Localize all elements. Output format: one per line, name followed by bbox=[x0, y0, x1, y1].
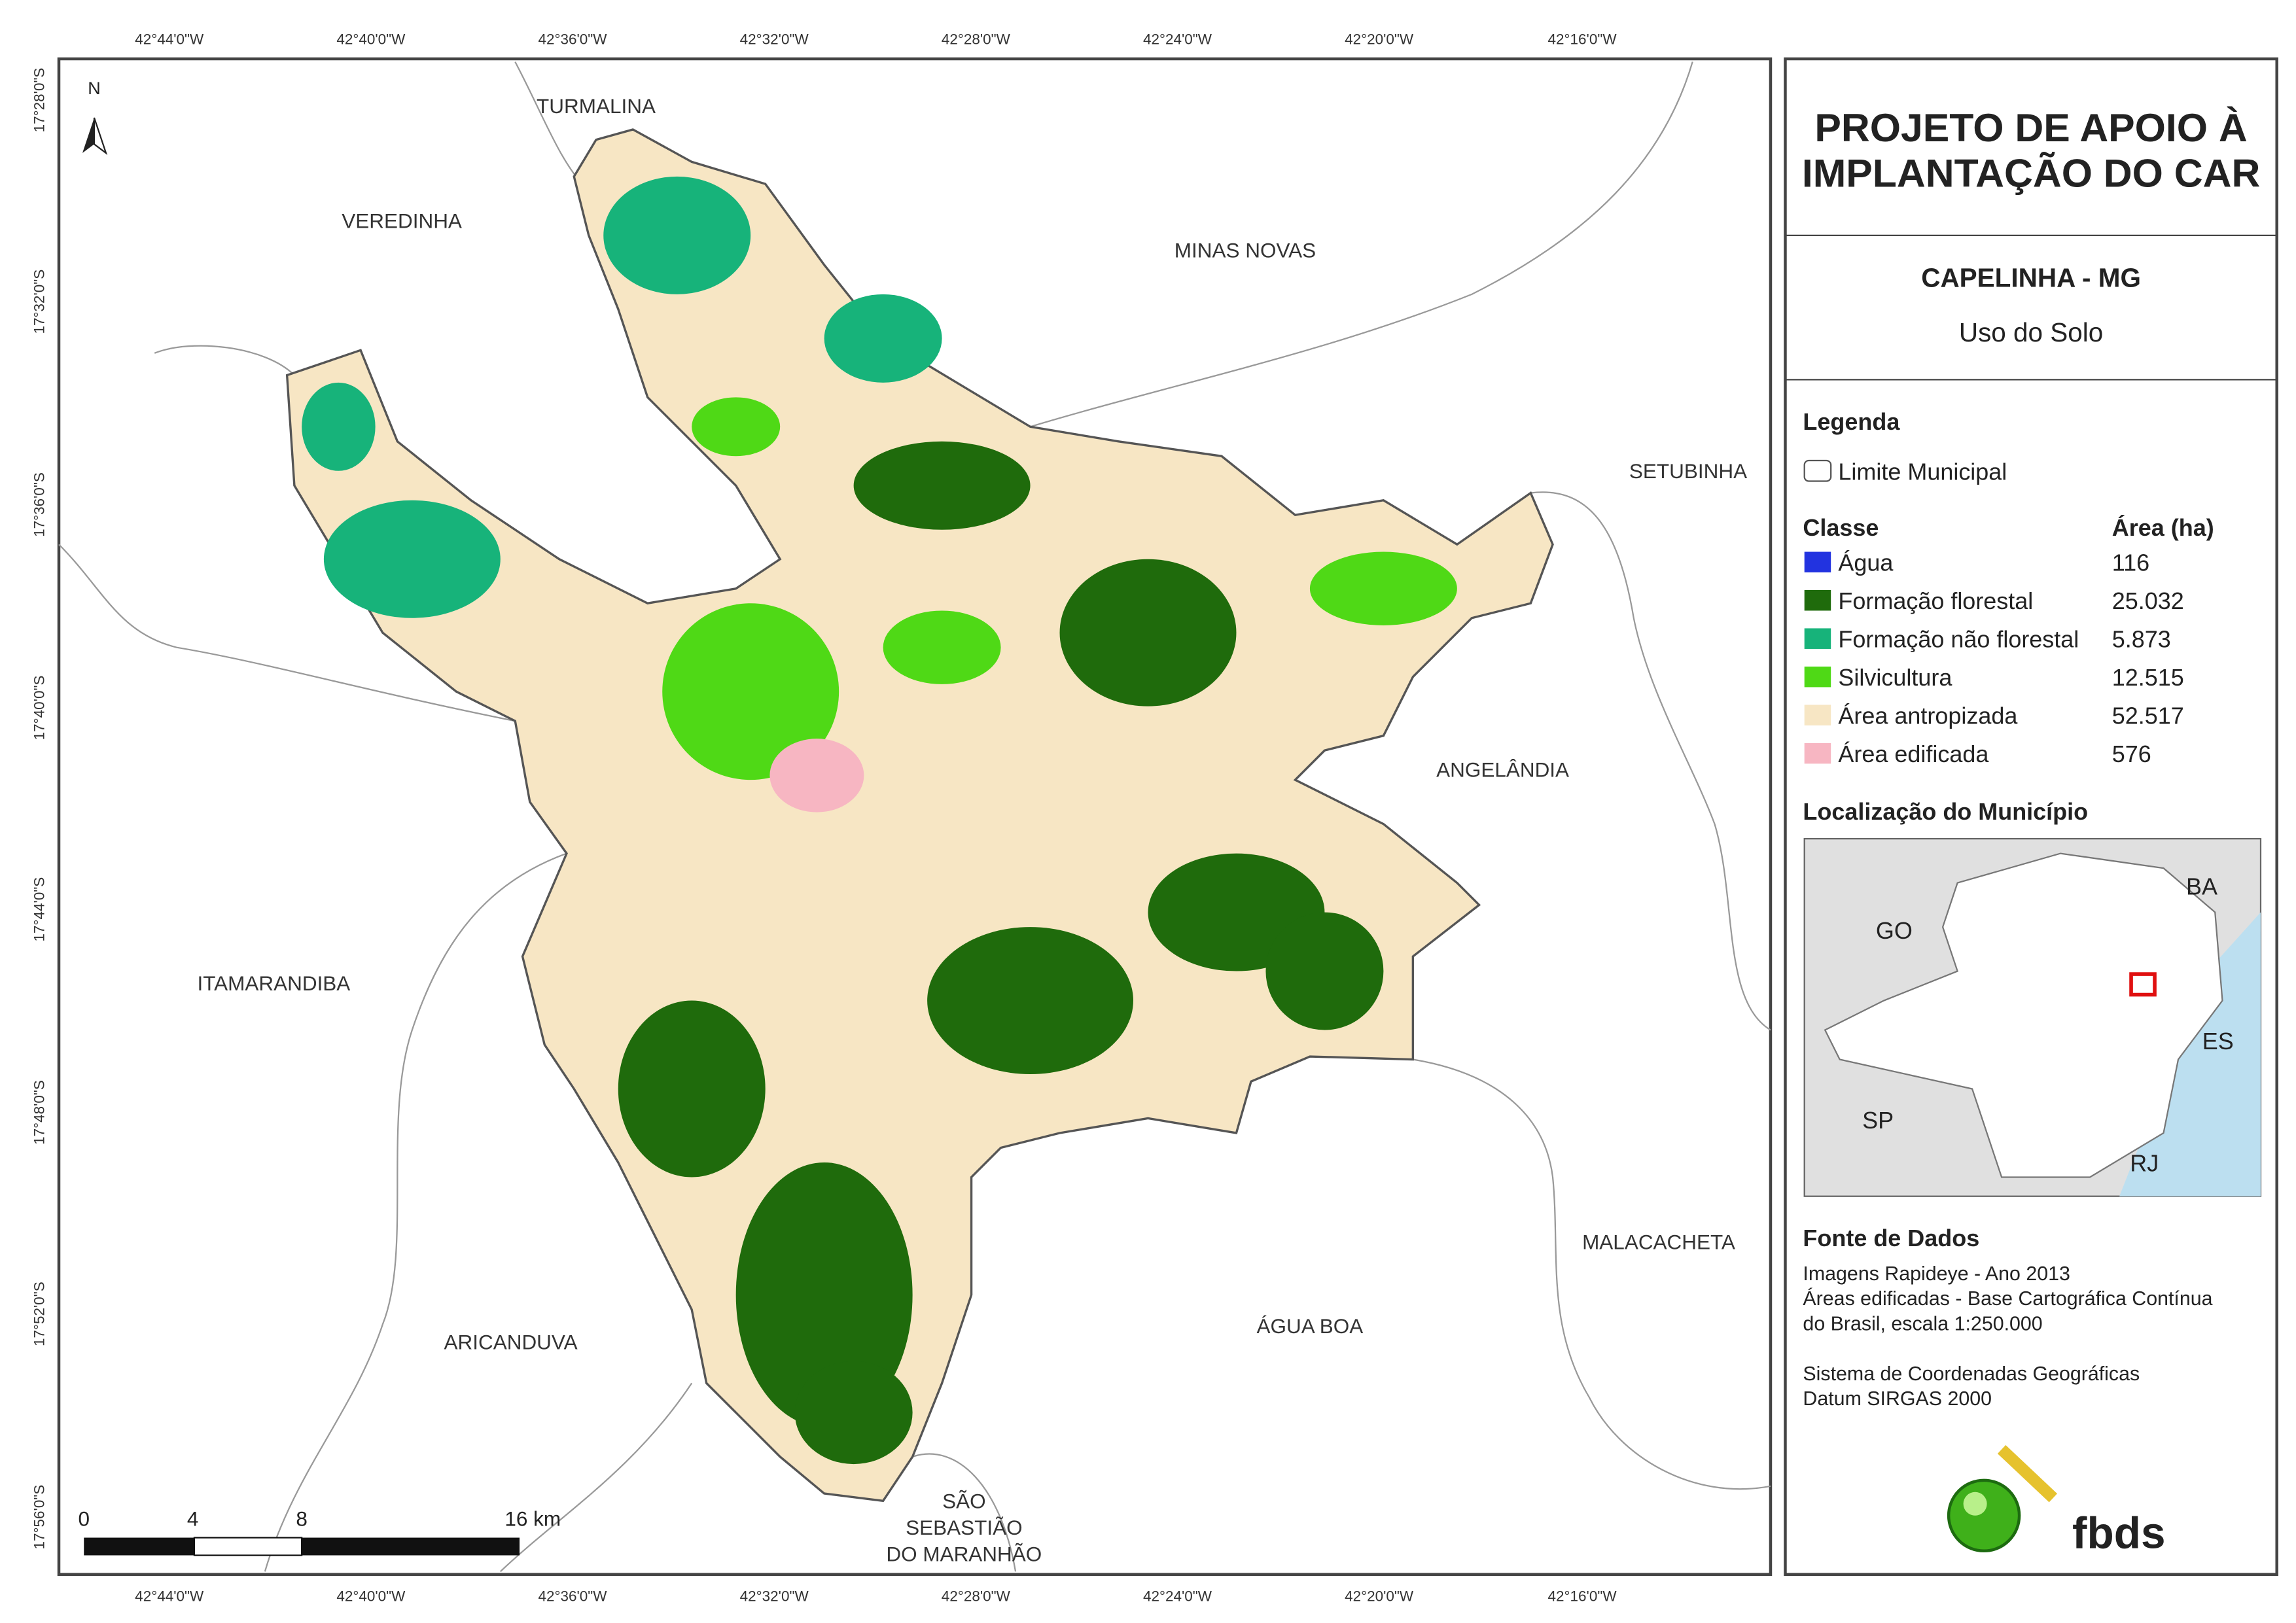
source-line: do Brasil, escala 1:250.000 bbox=[1803, 1313, 2042, 1335]
longitude-label: 42°36'0"W bbox=[539, 31, 608, 47]
legend-item: Área edificada bbox=[1838, 741, 1988, 767]
latitude-label: 17°56'0"S bbox=[31, 1485, 48, 1550]
legend-item: Silvicultura bbox=[1838, 664, 1952, 691]
legend-swatch bbox=[1804, 628, 1831, 649]
municipality-label: ANGELÂNDIA bbox=[1436, 758, 1569, 782]
municipality-label: ITAMARANDIBA bbox=[197, 971, 350, 995]
locator-label: SP bbox=[1862, 1107, 1894, 1134]
longitude-label: 42°44'0"W bbox=[135, 31, 204, 47]
scale-bar bbox=[84, 1537, 520, 1556]
latitude-label: 17°36'0"S bbox=[31, 472, 48, 537]
longitude-label: 42°24'0"W bbox=[1143, 1588, 1212, 1604]
longitude-label: 42°44'0"W bbox=[135, 1588, 204, 1604]
longitude-label: 42°16'0"W bbox=[1548, 1588, 1617, 1604]
locator-label: BA bbox=[2186, 873, 2217, 900]
subtitle: Uso do Solo bbox=[1959, 317, 2103, 347]
longitude-label: 42°24'0"W bbox=[1143, 31, 1212, 47]
longitude-label: 42°32'0"W bbox=[740, 1588, 809, 1604]
place: CAPELINHA - MG bbox=[1921, 263, 2141, 293]
legend-column: Área (ha) bbox=[2112, 514, 2214, 541]
municipality-label: DO MARANHÃO bbox=[886, 1543, 1042, 1566]
municipality-label: SETUBINHA bbox=[1629, 459, 1747, 483]
municipality-label: TURMALINA bbox=[537, 94, 656, 118]
title: PROJETO DE APOIO À bbox=[1814, 105, 2247, 150]
legend-swatch bbox=[1804, 705, 1831, 725]
boundary-swatch bbox=[1803, 459, 1832, 482]
scale-label: 8 bbox=[296, 1507, 308, 1531]
longitude-label: 42°40'0"W bbox=[336, 1588, 406, 1604]
legend-value: 116 bbox=[2112, 550, 2149, 576]
locator-label: RJ bbox=[2130, 1149, 2159, 1176]
longitude-label: 42°28'0"W bbox=[942, 1588, 1011, 1604]
longitude-label: 42°16'0"W bbox=[1548, 31, 1617, 47]
logo-mark bbox=[1947, 1445, 2058, 1553]
neighbor-boundaries bbox=[58, 61, 1771, 1573]
municipality-area bbox=[285, 128, 1554, 1503]
longitude-label: 42°36'0"W bbox=[539, 1588, 608, 1604]
side-panel bbox=[1784, 57, 2278, 1577]
source-line: Datum SIRGAS 2000 bbox=[1803, 1388, 1992, 1410]
title: IMPLANTAÇÃO DO CAR bbox=[1802, 151, 2260, 196]
land-cover-patches bbox=[302, 176, 1457, 1465]
legend-value: 25.032 bbox=[2112, 587, 2184, 614]
legend-item: Área antropizada bbox=[1838, 703, 2017, 729]
municipality-label: SEBASTIÃO bbox=[906, 1516, 1022, 1539]
legend-swatch bbox=[1804, 666, 1831, 688]
municipality-label: ARICANDUVA bbox=[444, 1331, 577, 1354]
municipality-label: SÃO bbox=[942, 1490, 986, 1513]
locator-label: GO bbox=[1876, 917, 1913, 944]
longitude-label: 42°28'0"W bbox=[942, 31, 1011, 47]
legend-value: 576 bbox=[2112, 741, 2151, 767]
latitude-label: 17°28'0"S bbox=[31, 68, 48, 133]
locator-heading: Localização do Município bbox=[1803, 798, 2088, 825]
legend-value: 5.873 bbox=[2112, 626, 2171, 653]
latitude-label: 17°48'0"S bbox=[31, 1080, 48, 1145]
scale-label: 4 bbox=[187, 1507, 199, 1531]
longitude-label: 42°20'0"W bbox=[1345, 1588, 1414, 1604]
locator-label: ES bbox=[2202, 1028, 2234, 1055]
longitude-label: 42°32'0"W bbox=[740, 31, 809, 47]
longitude-label: 42°20'0"W bbox=[1345, 31, 1414, 47]
latitude-label: 17°44'0"S bbox=[31, 877, 48, 942]
legend-heading: Legenda bbox=[1803, 408, 1900, 435]
longitude-label: 42°40'0"W bbox=[336, 31, 406, 47]
municipality-label: MINAS NOVAS bbox=[1174, 239, 1316, 262]
legend-item: Formação não florestal bbox=[1838, 626, 2079, 653]
legend-value: 12.515 bbox=[2112, 664, 2184, 691]
latitude-label: 17°32'0"S bbox=[31, 270, 48, 334]
logo-text: fbds bbox=[2072, 1509, 2165, 1558]
municipality-label: VEREDINHA bbox=[342, 209, 462, 233]
source-line: Imagens Rapideye - Ano 2013 bbox=[1803, 1263, 2070, 1285]
latitude-label: 17°52'0"S bbox=[31, 1282, 48, 1346]
scale-label: 0 bbox=[78, 1507, 90, 1531]
legend-column: Classe bbox=[1803, 514, 1879, 541]
municipality-label: ÁGUA BOA bbox=[1257, 1314, 1364, 1338]
source-line: Áreas edificadas - Base Cartográfica Con… bbox=[1803, 1288, 2212, 1310]
legend-item: Água bbox=[1838, 550, 1893, 576]
north-label: N bbox=[88, 79, 101, 98]
source-line: Sistema de Coordenadas Geográficas bbox=[1803, 1363, 2140, 1385]
latitude-label: 17°40'0"S bbox=[31, 676, 48, 741]
municipality-label: MALACACHETA bbox=[1582, 1230, 1735, 1254]
locator-map bbox=[1803, 837, 2262, 1197]
scale-label: 16 km bbox=[504, 1507, 561, 1531]
legend-swatch bbox=[1804, 742, 1831, 764]
sources-heading: Fonte de Dados bbox=[1803, 1225, 1979, 1251]
legend-item: Limite Municipal bbox=[1838, 458, 2007, 485]
legend-item: Formação florestal bbox=[1838, 587, 2033, 614]
legend-value: 52.517 bbox=[2112, 703, 2184, 729]
legend-swatch bbox=[1804, 589, 1831, 611]
legend-swatch bbox=[1804, 551, 1831, 572]
